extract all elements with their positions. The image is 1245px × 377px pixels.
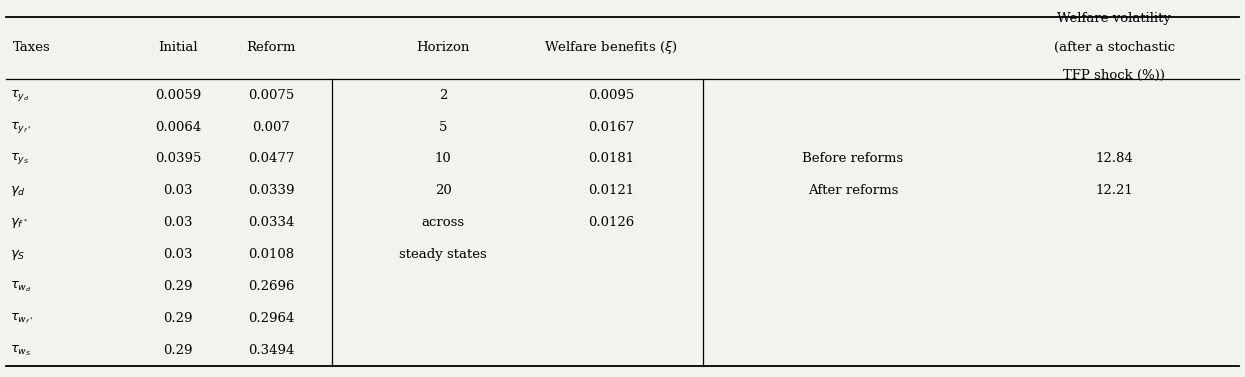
Text: $\gamma_S$: $\gamma_S$	[10, 248, 25, 262]
Text: $\tau_{w_S}$: $\tau_{w_S}$	[10, 343, 31, 358]
Text: 12.21: 12.21	[1096, 184, 1133, 198]
Text: $\tau_{w_d}$: $\tau_{w_d}$	[10, 279, 31, 294]
Text: $\tau_{y_d}$: $\tau_{y_d}$	[10, 87, 30, 103]
Text: 0.03: 0.03	[163, 248, 193, 261]
Text: 0.0064: 0.0064	[154, 121, 202, 133]
Text: steady states: steady states	[400, 248, 487, 261]
Text: 0.29: 0.29	[163, 344, 193, 357]
Text: 0.2964: 0.2964	[248, 312, 295, 325]
Text: $\tau_{y_S}$: $\tau_{y_S}$	[10, 152, 30, 167]
Text: 0.0075: 0.0075	[248, 89, 295, 102]
Text: 10: 10	[435, 152, 452, 166]
Text: 2: 2	[439, 89, 447, 102]
Text: Before reforms: Before reforms	[802, 152, 904, 166]
Text: 0.0059: 0.0059	[154, 89, 202, 102]
Text: $\gamma_d$: $\gamma_d$	[10, 184, 26, 198]
Text: Welfare benefits ($\xi$): Welfare benefits ($\xi$)	[544, 38, 679, 56]
Text: 20: 20	[435, 184, 452, 198]
Text: Reform: Reform	[247, 41, 296, 54]
Text: 0.0108: 0.0108	[248, 248, 295, 261]
Text: 0.2696: 0.2696	[248, 280, 295, 293]
Text: $\gamma_{f^*}$: $\gamma_{f^*}$	[10, 216, 29, 230]
Text: 0.03: 0.03	[163, 216, 193, 229]
Text: 0.0395: 0.0395	[154, 152, 202, 166]
Text: Initial: Initial	[158, 41, 198, 54]
Text: 0.29: 0.29	[163, 280, 193, 293]
Text: (after a stochastic: (after a stochastic	[1053, 41, 1175, 54]
Text: $\tau_{w_{f^*}}$: $\tau_{w_{f^*}}$	[10, 311, 34, 326]
Text: 0.29: 0.29	[163, 312, 193, 325]
Text: TFP shock (%)): TFP shock (%))	[1063, 69, 1165, 82]
Text: 0.0095: 0.0095	[588, 89, 635, 102]
Text: 0.007: 0.007	[253, 121, 290, 133]
Text: 0.0334: 0.0334	[248, 216, 295, 229]
Text: 0.0126: 0.0126	[588, 216, 635, 229]
Text: After reforms: After reforms	[808, 184, 898, 198]
Text: $\tau_{y_{f^*}}$: $\tau_{y_{f^*}}$	[10, 120, 31, 135]
Text: 0.3494: 0.3494	[248, 344, 295, 357]
Text: 0.0339: 0.0339	[248, 184, 295, 198]
Text: Horizon: Horizon	[417, 41, 469, 54]
Text: 0.0167: 0.0167	[588, 121, 635, 133]
Text: 0.0121: 0.0121	[588, 184, 635, 198]
Text: 0.0181: 0.0181	[588, 152, 635, 166]
Text: 12.84: 12.84	[1096, 152, 1133, 166]
Text: 0.03: 0.03	[163, 184, 193, 198]
Text: across: across	[422, 216, 464, 229]
Text: Welfare volatility: Welfare volatility	[1057, 12, 1172, 25]
Text: Taxes: Taxes	[12, 41, 50, 54]
Text: 5: 5	[439, 121, 447, 133]
Text: 0.0477: 0.0477	[248, 152, 295, 166]
